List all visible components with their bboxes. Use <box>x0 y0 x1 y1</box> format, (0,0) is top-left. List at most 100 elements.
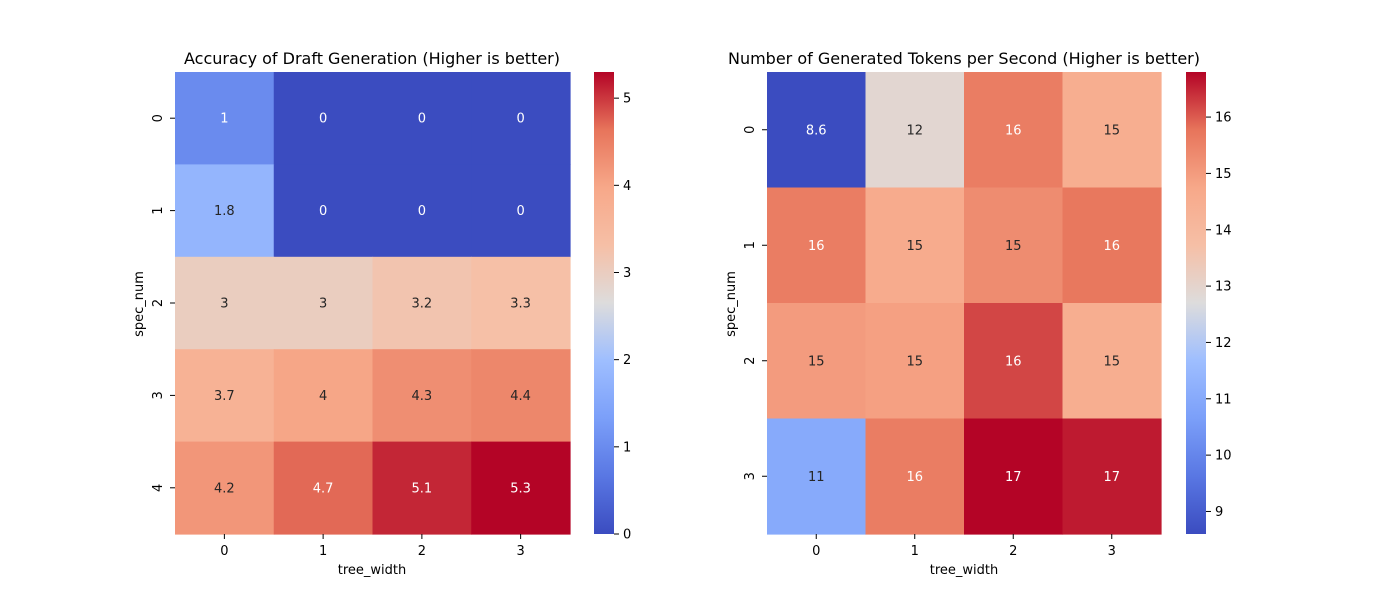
heatmap-cell-labels: 8.6 12 16 15 16 15 15 16 15 15 16 15 11 16 17 17 <box>806 123 1120 485</box>
colorbar-tick-label: 3 <box>623 266 631 281</box>
x-tick-label: 1 <box>911 544 919 559</box>
cell-value-label: 4.4 <box>510 389 531 404</box>
heatmap-cell <box>767 303 867 420</box>
colorbar-tick-label: 5 <box>623 92 631 107</box>
cell-value-label: 0 <box>516 204 524 219</box>
heatmap-cells <box>767 72 1162 535</box>
colorbar-gradient <box>1186 72 1206 534</box>
heatmap-cell <box>273 72 374 165</box>
heatmap-cells <box>175 72 571 535</box>
x-axis-label: tree_width <box>930 563 999 578</box>
cell-value-label: 4.3 <box>412 389 433 404</box>
cell-value-label: 8.6 <box>806 123 827 138</box>
colorbar-tick-label: 0 <box>623 528 631 543</box>
y-axis-label: spec_num <box>132 271 147 337</box>
chart-title: Accuracy of Draft Generation (Higher is … <box>184 49 560 68</box>
x-axis-label: tree_width <box>338 563 407 578</box>
y-tick-label: 2 <box>743 357 758 365</box>
colorbar-ticks: 9 10 11 12 13 14 15 16 <box>1206 111 1232 520</box>
heatmap-cell <box>1062 418 1162 535</box>
y-tick-label: 3 <box>743 472 758 480</box>
heatmap-cell <box>964 187 1064 304</box>
cell-value-label: 3 <box>319 297 327 312</box>
cell-value-label: 16 <box>1103 239 1120 254</box>
cell-value-label: 12 <box>906 123 923 138</box>
y-tick-label: 0 <box>151 114 166 122</box>
y-tick-label: 3 <box>151 391 166 399</box>
heatmap-cell <box>175 349 275 443</box>
heatmap-cell <box>372 72 472 165</box>
colorbar-tick-label: 13 <box>1215 280 1232 295</box>
y-axis-label: spec_num <box>724 271 739 337</box>
colorbar-tick-label: 1 <box>623 440 631 455</box>
heatmap-cell <box>273 349 374 443</box>
heatmap-cell <box>273 164 374 258</box>
heatmap-cell <box>372 349 472 443</box>
heatmap-cell <box>372 441 472 535</box>
heatmap-cell <box>767 72 867 189</box>
heatmap-cell <box>471 72 571 165</box>
y-tick-label: 0 <box>743 126 758 134</box>
cell-value-label: 3.2 <box>412 297 433 312</box>
cell-value-label: 17 <box>1103 470 1120 485</box>
colorbar-tick-label: 11 <box>1215 392 1232 407</box>
heatmap-cell-labels: 1 0 0 0 1.8 0 0 0 3 3 3.2 3.3 3.7 4 4.3 4.4 4.2 4.7 5.1 5.3 <box>214 112 531 497</box>
cell-value-label: 4.7 <box>313 481 334 496</box>
cell-value-label: 15 <box>1103 354 1120 369</box>
heatmap-cell <box>865 418 965 535</box>
x-tick-label: 3 <box>516 544 524 559</box>
cell-value-label: 5.1 <box>412 481 433 496</box>
heatmap-cell <box>964 418 1064 535</box>
heatmap-cell <box>273 256 374 350</box>
heatmap-cell <box>865 187 965 304</box>
cell-value-label: 16 <box>808 239 825 254</box>
cell-value-label: 15 <box>1005 239 1022 254</box>
cell-value-label: 15 <box>808 354 825 369</box>
heatmap-cell <box>471 164 571 258</box>
cell-value-label: 4 <box>319 389 327 404</box>
colorbar-tick-label: 12 <box>1215 336 1232 351</box>
heatmap-cell <box>372 164 472 258</box>
y-tick-label: 1 <box>743 241 758 249</box>
x-tick-label: 1 <box>319 544 327 559</box>
x-tick-label: 0 <box>220 544 228 559</box>
colorbar-gradient <box>594 72 614 534</box>
chart-title: Number of Generated Tokens per Second (H… <box>728 49 1200 68</box>
cell-value-label: 16 <box>906 470 923 485</box>
cell-value-label: 0 <box>516 112 524 127</box>
heatmap-cell <box>1062 303 1162 420</box>
colorbar-tick-label: 4 <box>623 179 631 194</box>
cell-value-label: 15 <box>906 354 923 369</box>
heatmap-cell <box>767 418 867 535</box>
heatmap-cell <box>372 256 472 350</box>
y-tick-label: 1 <box>151 206 166 214</box>
y-tick-labels: 0 1 2 3 <box>743 126 767 480</box>
x-tick-labels: 0 1 2 3 <box>220 534 525 559</box>
heatmap-cell <box>175 72 275 165</box>
heatmap-tokens-per-second: Number of Generated Tokens per Second (H… <box>724 49 1232 578</box>
x-tick-label: 0 <box>812 544 820 559</box>
cell-value-label: 15 <box>1103 123 1120 138</box>
cell-value-label: 5.3 <box>510 481 531 496</box>
heatmap-cell <box>175 441 275 535</box>
cell-value-label: 1 <box>220 112 228 127</box>
colorbar-ticks: 0 1 2 3 4 5 <box>614 92 631 543</box>
colorbar-tick-label: 14 <box>1215 223 1232 238</box>
x-tick-labels: 0 1 2 3 <box>812 534 1116 559</box>
x-tick-label: 2 <box>418 544 426 559</box>
heatmap-cell <box>1062 187 1162 304</box>
heatmap-cell <box>865 303 965 420</box>
y-tick-label: 2 <box>151 299 166 307</box>
colorbar-tick-label: 9 <box>1215 505 1223 520</box>
colorbar-tick-label: 16 <box>1215 111 1232 126</box>
cell-value-label: 0 <box>319 112 327 127</box>
colorbar: 9 10 11 12 13 14 15 16 <box>1186 72 1232 534</box>
heatmap-cell <box>1062 72 1162 189</box>
cell-value-label: 1.8 <box>214 204 235 219</box>
cell-value-label: 16 <box>1005 123 1022 138</box>
heatmap-cell <box>471 349 571 443</box>
heatmap-cell <box>471 441 571 535</box>
cell-value-label: 0 <box>418 112 426 127</box>
cell-value-label: 11 <box>808 470 825 485</box>
cell-value-label: 4.2 <box>214 481 235 496</box>
